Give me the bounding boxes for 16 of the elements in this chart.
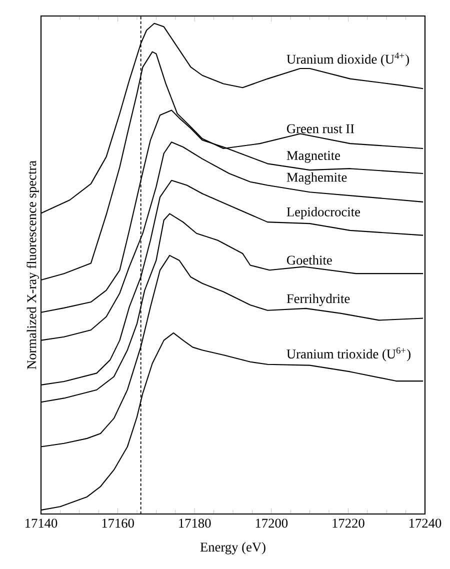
series-label: Maghemite [286,172,347,185]
x-tick-label: 17240 [409,518,442,528]
x-tick-label: 17180 [179,518,211,528]
series-label: Ferrihydrite [286,294,350,306]
x-axis-title: Energy (eV) [200,542,266,554]
x-tick-label: 17220 [332,518,364,528]
x-tick-label: 17200 [256,518,288,528]
series-label: Uranium dioxide (U$^{4+}$) [286,52,409,66]
series-label: Goethite [286,255,332,265]
series-label: Magnetite [286,151,340,163]
series-label: Uranium trioxide (U$^{6+}$) [286,347,410,362]
series-label: Lepidocrocite [286,207,360,220]
y-axis-title: Normalized X-ray fluorescence spectra [26,160,39,370]
series-label: Green rust II [286,124,354,134]
x-tick-label: 17160 [102,518,134,528]
x-tick-label: 17140 [26,518,58,528]
